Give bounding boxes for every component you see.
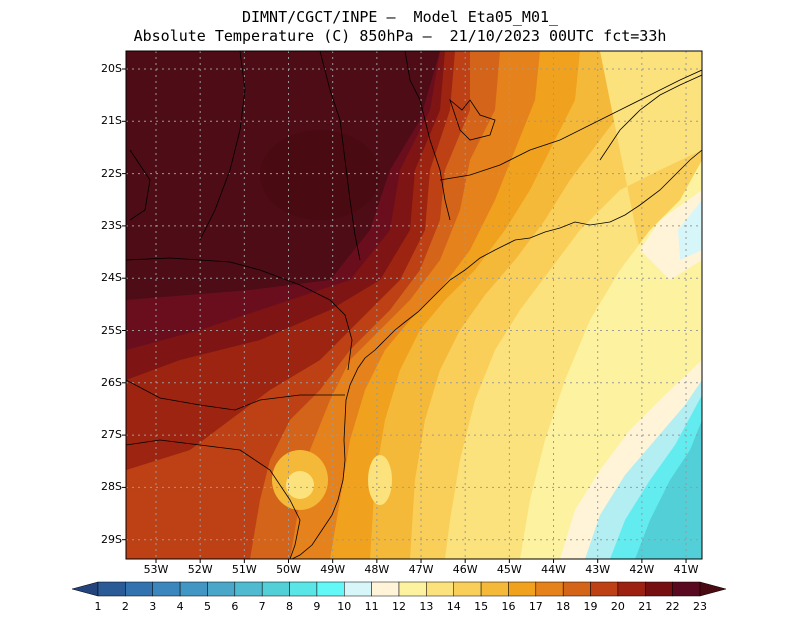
- lat-label: 21S: [101, 114, 122, 128]
- colorbar-swatch: [316, 581, 345, 597]
- colorbar-swatch: [289, 581, 318, 597]
- title-line-1: DIMNT/CGCT/INPE – Model Eta05_M01_: [241, 8, 559, 26]
- colorbar-label: 20: [610, 600, 625, 613]
- colorbar-label: 16: [501, 600, 516, 613]
- colorbar-label: 23: [693, 600, 707, 613]
- colorbar-swatch: [562, 581, 591, 597]
- colorbar-swatch: [480, 581, 509, 597]
- colorbar-swatch: [152, 581, 181, 597]
- colorbar-swatch: [645, 581, 673, 597]
- colorbar-arrow-low: [71, 581, 99, 597]
- lon-label: 47W: [408, 563, 434, 576]
- colorbar-swatch: [207, 581, 236, 597]
- colorbar-label: 15: [474, 600, 489, 613]
- colorbar-label: 11: [364, 600, 379, 613]
- colorbar-swatch: [398, 581, 427, 597]
- colorbar-swatch: [672, 581, 701, 597]
- lat-label: 27S: [101, 428, 122, 442]
- colorbar-swatch: [453, 581, 482, 597]
- colorbar-label: 7: [258, 600, 266, 613]
- colorbar-arrow-high: [699, 581, 727, 597]
- colorbar-swatch: [426, 581, 454, 597]
- colorbar-swatch: [125, 581, 153, 597]
- lon-label: 43W: [585, 563, 611, 576]
- colorbar-label: 19: [583, 600, 598, 613]
- colorbar-label: 8: [286, 600, 294, 613]
- colorbar-label: 6: [231, 600, 239, 613]
- lon-label: 48W: [364, 563, 390, 576]
- lat-label: 20S: [101, 62, 122, 75]
- lon-label: 45W: [496, 563, 522, 576]
- colorbar-swatch: [617, 581, 646, 597]
- temperature-field: [126, 51, 702, 559]
- lon-label: 49W: [320, 563, 346, 576]
- colorbar-label: 17: [528, 600, 543, 613]
- colorbar-swatch: [371, 581, 400, 597]
- lon-label: 51W: [231, 563, 257, 576]
- colorbar-label: 13: [419, 600, 434, 613]
- colorbar-label: 3: [149, 600, 157, 613]
- colorbar: [71, 581, 727, 597]
- lat-label: 26S: [101, 375, 122, 389]
- coastline: [126, 51, 702, 559]
- colorbar-swatch: [234, 581, 263, 597]
- lon-label: 53W: [143, 563, 169, 576]
- colorbar-label: 18: [556, 600, 571, 613]
- colorbar-label: 21: [638, 600, 653, 613]
- colorbar-label: 12: [392, 600, 406, 613]
- colorbar-swatch: [97, 581, 126, 597]
- colorbar-label: 4: [176, 600, 184, 613]
- lat-label: 28S: [101, 480, 122, 494]
- colorbar-swatch: [535, 581, 564, 597]
- colorbar-label: 10: [337, 600, 352, 613]
- colorbar-swatch: [261, 581, 290, 597]
- title-line-2: Absolute Temperature (C) 850hPa – 21/10/…: [133, 27, 667, 45]
- lon-label: 50W: [276, 563, 301, 576]
- lon-label: 42W: [629, 563, 655, 576]
- lat-label: 25S: [101, 323, 122, 337]
- lon-label: 44W: [541, 563, 566, 576]
- lon-label: 41W: [673, 563, 699, 576]
- colorbar-label: 14: [446, 600, 461, 613]
- colorbar-swatch: [179, 581, 208, 597]
- lat-label: 29S: [101, 532, 122, 546]
- colorbar-label: 5: [203, 600, 211, 613]
- colorbar-label: 1: [94, 600, 102, 613]
- grid-lines: [126, 51, 702, 559]
- map-frame: [125, 50, 703, 560]
- lat-label: 24S: [101, 271, 122, 285]
- lat-label: 23S: [101, 218, 122, 232]
- lon-label: 46W: [452, 563, 478, 576]
- lon-label: 52W: [187, 563, 213, 576]
- lat-label: 22S: [101, 166, 122, 180]
- colorbar-label: 9: [313, 600, 321, 613]
- colorbar-swatch: [508, 581, 537, 597]
- colorbar-label: 22: [665, 600, 680, 613]
- colorbar-label: 2: [121, 600, 129, 613]
- colorbar-swatch: [344, 581, 372, 597]
- colorbar-swatch: [590, 581, 619, 597]
